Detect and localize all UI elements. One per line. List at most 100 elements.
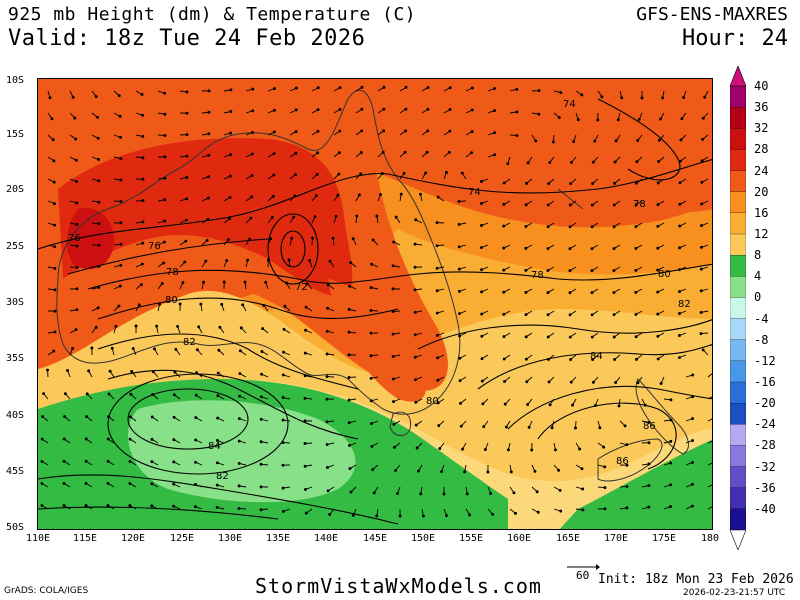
wind-vector-head <box>502 202 506 206</box>
contour-label: 80 <box>658 269 671 280</box>
wind-vector-head <box>66 368 69 372</box>
wind-vector-head <box>228 195 232 199</box>
wind-vector-head <box>316 129 320 133</box>
wind-vector-head <box>215 505 219 509</box>
wind-vector-head <box>690 482 694 486</box>
wind-vector-head <box>128 437 132 441</box>
wind-vector-head <box>537 89 541 93</box>
wind-vector-head <box>656 334 660 338</box>
wind-vector-head <box>417 469 420 473</box>
wind-vector-head <box>414 423 418 427</box>
wind-vector-head <box>53 330 57 334</box>
wind-vector-head <box>42 392 46 396</box>
wind-vector-head <box>315 172 319 176</box>
wind-vector-head <box>40 504 44 507</box>
temp-field-28 <box>58 138 353 297</box>
wind-vector-head <box>97 264 101 268</box>
colorbar-label: 0 <box>754 290 762 305</box>
wind-vector-head <box>593 139 597 143</box>
wind-vector-head <box>546 313 550 317</box>
wind-vector-head <box>119 242 123 246</box>
lon-label: 155E <box>458 533 484 544</box>
wind-vector-head <box>281 396 285 399</box>
wind-vector-head <box>237 506 241 510</box>
wind-vector-head <box>97 200 101 204</box>
wind-vector-head <box>392 240 396 244</box>
contour-label: 82 <box>678 299 691 310</box>
wind-vector-head <box>334 214 338 218</box>
wind-vector-head <box>392 400 395 404</box>
wind-vector-head <box>140 262 144 266</box>
wind-vector-head <box>703 95 707 99</box>
wind-vector-head <box>207 89 211 93</box>
wind-vector-head <box>304 305 308 309</box>
wind-vector-head <box>249 216 253 220</box>
wind-vector-head <box>293 194 297 198</box>
wind-vector-head <box>448 86 452 90</box>
wind-vector-head <box>259 485 263 489</box>
wind-vector-head <box>328 259 332 263</box>
colorbar-label: 16 <box>754 205 769 220</box>
wind-vector-head <box>326 283 330 287</box>
wind-vector-head <box>325 397 329 401</box>
wind-vector-head <box>502 181 506 185</box>
wind-vector-head <box>266 258 270 262</box>
wind-vector-head <box>700 202 704 206</box>
wind-vector-head <box>129 392 133 396</box>
wind-vector-head <box>612 335 616 339</box>
wind-vector-head <box>281 418 285 422</box>
wind-vector-head <box>217 348 221 352</box>
wind-vector-head <box>331 236 335 240</box>
wind-vector-head <box>512 491 516 495</box>
wind-vector-head <box>325 420 329 424</box>
wind-vector-head <box>448 129 452 133</box>
contour-label: 78 <box>531 270 544 281</box>
wind-vector-head <box>546 225 550 229</box>
map-title: 925 mb Height (dm) & Temperature (C) <box>8 4 417 25</box>
wind-vector-head <box>382 107 386 111</box>
wind-vector-head <box>537 112 541 116</box>
wind-vector-head <box>204 259 208 263</box>
wind-vector-head <box>591 380 595 384</box>
wind-vector-head <box>215 461 219 465</box>
wind-vector-head <box>699 245 703 249</box>
wind-vector-head <box>41 415 44 419</box>
wind-vector-head <box>75 180 78 183</box>
wind-vector-head <box>699 311 703 314</box>
wind-vector-head <box>524 268 528 272</box>
wind-vector-head <box>197 325 201 329</box>
contour-label: 80 <box>165 295 178 306</box>
wind-vector-head <box>682 96 685 100</box>
wind-vector-head <box>216 439 219 442</box>
wind-vector-head <box>303 464 307 468</box>
colorbar-label: 36 <box>754 100 769 115</box>
wind-vector-head <box>404 85 408 89</box>
wind-vector-head <box>678 290 681 294</box>
wind-vector-head <box>349 261 353 264</box>
wind-vector-head <box>250 174 254 177</box>
wind-vector-head <box>461 447 464 451</box>
wind-vector-head <box>272 173 276 177</box>
wind-vector-head <box>63 415 67 418</box>
wind-vector-head <box>348 444 351 447</box>
wind-vector-head <box>458 356 462 360</box>
wind-vector-head <box>419 492 423 496</box>
wind-vector-head <box>40 482 44 485</box>
wind-vector-head <box>391 287 395 291</box>
wind-vector-head <box>108 369 112 373</box>
wind-vector-head <box>391 355 395 358</box>
wind-vector-head <box>311 236 314 240</box>
wind-vector-head <box>53 309 57 313</box>
colorbar-cell <box>730 149 746 172</box>
wind-vector-head <box>569 358 573 361</box>
wind-vector-head <box>117 304 121 308</box>
wind-vector-head <box>52 349 56 353</box>
wind-vector-head <box>326 306 330 310</box>
wind-vector-head <box>75 223 79 226</box>
wind-vector-head <box>139 283 143 287</box>
wind-vector-head <box>436 401 440 405</box>
wind-vector-head <box>637 117 641 121</box>
wind-vector-head <box>447 150 451 154</box>
wind-vector-head <box>669 398 673 402</box>
wind-vector-head <box>163 155 167 159</box>
